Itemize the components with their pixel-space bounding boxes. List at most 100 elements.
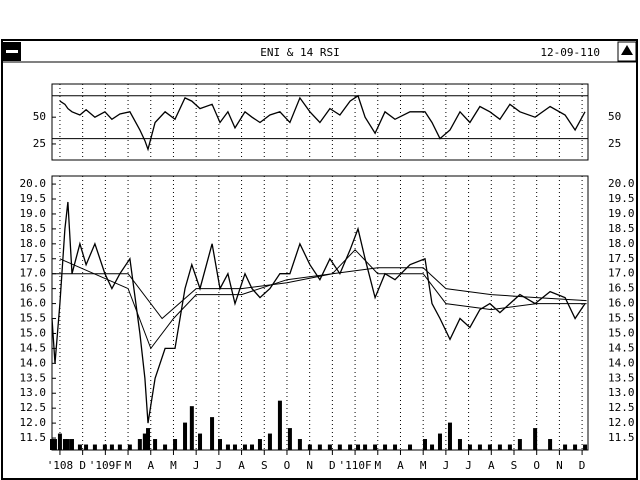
window-frame <box>1 39 638 480</box>
volume-bar <box>257 439 262 450</box>
y-tick-label-right: 18.0 <box>608 237 635 250</box>
window-title: ENI & 14 RSI <box>260 46 339 59</box>
volume-bar <box>317 444 322 450</box>
volume-bar <box>487 444 492 450</box>
y-tick-label-right: 15.0 <box>608 326 635 339</box>
volume-bar <box>447 422 452 450</box>
volume-bar <box>57 433 62 450</box>
volume-bar <box>217 439 222 450</box>
volume-bar <box>373 444 378 450</box>
y-tick-label: 50 <box>33 110 46 123</box>
x-tick-label: '109F <box>89 459 122 472</box>
y-tick-label-right: 12.0 <box>608 416 635 429</box>
y-tick-label: 16.5 <box>20 282 47 295</box>
window-date: 12-09-110 <box>540 46 600 59</box>
x-tick-label: J <box>193 459 200 472</box>
volume-bar <box>517 439 522 450</box>
y-tick-label-right: 50 <box>608 110 621 123</box>
volume-bar <box>393 444 398 450</box>
volume-bar <box>137 439 142 450</box>
volume-bar <box>408 444 413 450</box>
volume-bar <box>533 428 538 450</box>
volume-bar <box>242 444 247 450</box>
volume-bar <box>467 444 472 450</box>
volume-bar <box>117 444 122 450</box>
rsi-panel <box>51 83 589 161</box>
y-tick-label-right: 14.5 <box>608 341 635 354</box>
volume-bar <box>65 439 70 450</box>
volume-bar <box>62 439 67 450</box>
volume-bar <box>225 444 230 450</box>
volume-bar <box>583 444 588 450</box>
x-tick-label: A <box>147 459 154 472</box>
y-tick-label: 19.5 <box>20 192 47 205</box>
data-line <box>59 94 586 152</box>
volume-bar <box>163 444 168 450</box>
volume-bar <box>232 444 237 450</box>
y-tick-label-right: 17.0 <box>608 267 635 280</box>
y-tick-label: 13.0 <box>20 386 47 399</box>
volume-bar <box>430 444 435 450</box>
volume-bar <box>573 444 578 450</box>
x-tick-label: A <box>397 459 404 472</box>
volume-bar <box>69 439 74 450</box>
y-tick-label-right: 12.5 <box>608 401 635 414</box>
volume-bar <box>563 444 568 450</box>
volume-bar <box>348 444 353 450</box>
y-tick-label: 18.5 <box>20 222 47 235</box>
volume-bar <box>102 444 107 450</box>
volume-bar <box>327 444 332 450</box>
volume-bar <box>189 406 194 450</box>
x-tick-label: N <box>556 459 563 472</box>
y-tick-label: 18.0 <box>20 237 47 250</box>
volume-bar <box>507 444 512 450</box>
data-line <box>51 201 586 424</box>
x-tick-label: D <box>329 459 336 472</box>
x-tick-label: M <box>374 459 381 472</box>
x-tick-label: N <box>306 459 313 472</box>
close-box-icon <box>6 50 18 53</box>
x-tick-label: J <box>465 459 472 472</box>
volume-bar <box>250 444 255 450</box>
volume-bar <box>210 417 215 450</box>
x-tick-label: '110F <box>339 459 372 472</box>
y-tick-label: 12.0 <box>20 416 47 429</box>
x-tick-label: D <box>579 459 586 472</box>
volume-bar <box>337 444 342 450</box>
y-tick-label-right: 25 <box>608 137 621 150</box>
y-tick-label-right: 14.0 <box>608 356 635 369</box>
y-tick-label-right: 16.0 <box>608 297 635 310</box>
volume-bar <box>457 439 462 450</box>
y-tick-label: 13.5 <box>20 371 47 384</box>
y-tick-label: 14.5 <box>20 341 47 354</box>
volume-bar <box>267 433 272 450</box>
x-tick-label: M <box>420 459 427 472</box>
y-tick-label: 14.0 <box>20 356 47 369</box>
x-tick-label: S <box>261 459 268 472</box>
volume-bar <box>173 439 178 450</box>
y-tick-label-right: 13.0 <box>608 386 635 399</box>
volume-bar <box>142 433 147 450</box>
x-tick-label: O <box>284 459 291 472</box>
y-tick-label: 20.0 <box>20 177 47 190</box>
y-tick-label: 19.0 <box>20 207 47 220</box>
x-tick-label: M <box>170 459 177 472</box>
y-tick-label-right: 13.5 <box>608 371 635 384</box>
data-line <box>59 249 587 350</box>
y-tick-label-right: 15.5 <box>608 312 635 325</box>
volume-bar <box>307 444 312 450</box>
x-tick-label: D <box>79 459 86 472</box>
volume-bar <box>153 439 158 450</box>
y-tick-label: 16.0 <box>20 297 47 310</box>
x-tick-label: A <box>238 459 245 472</box>
x-tick-label: A <box>488 459 495 472</box>
y-tick-label-right: 18.5 <box>608 222 635 235</box>
volume-bar <box>127 444 132 450</box>
y-tick-label: 12.5 <box>20 401 47 414</box>
y-tick-label: 15.5 <box>20 312 47 325</box>
volume-bar <box>477 444 482 450</box>
volume-bar <box>297 439 302 450</box>
